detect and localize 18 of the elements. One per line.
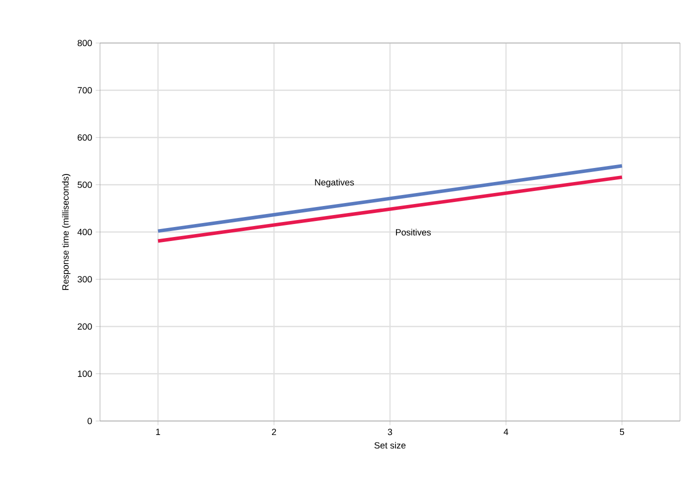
y-axis-title: Response time (milliseconds)	[62, 174, 70, 290]
x-tick-label: 5	[620, 428, 624, 436]
y-tick-label: 100	[78, 370, 92, 377]
x-tick-label: 1	[156, 428, 160, 435]
y-tick-label: 700	[78, 87, 92, 94]
x-tick-label: 4	[504, 428, 508, 435]
y-tick-label: 500	[78, 182, 92, 188]
text: Positives	[396, 228, 431, 236]
x-tick-label: 3	[388, 428, 392, 436]
x-axis-title: Set size	[374, 442, 406, 449]
y-tick-label: 400	[77, 228, 92, 236]
y-tick-label: 600	[78, 134, 92, 141]
y-tick-label: 300	[78, 276, 92, 282]
series-label: Negatives	[315, 178, 354, 188]
x-tick-label: 2	[272, 428, 276, 436]
y-tick-label: 200	[78, 323, 92, 330]
y-tick-label: 800	[78, 40, 92, 46]
y-tick-label: 0	[88, 418, 92, 424]
